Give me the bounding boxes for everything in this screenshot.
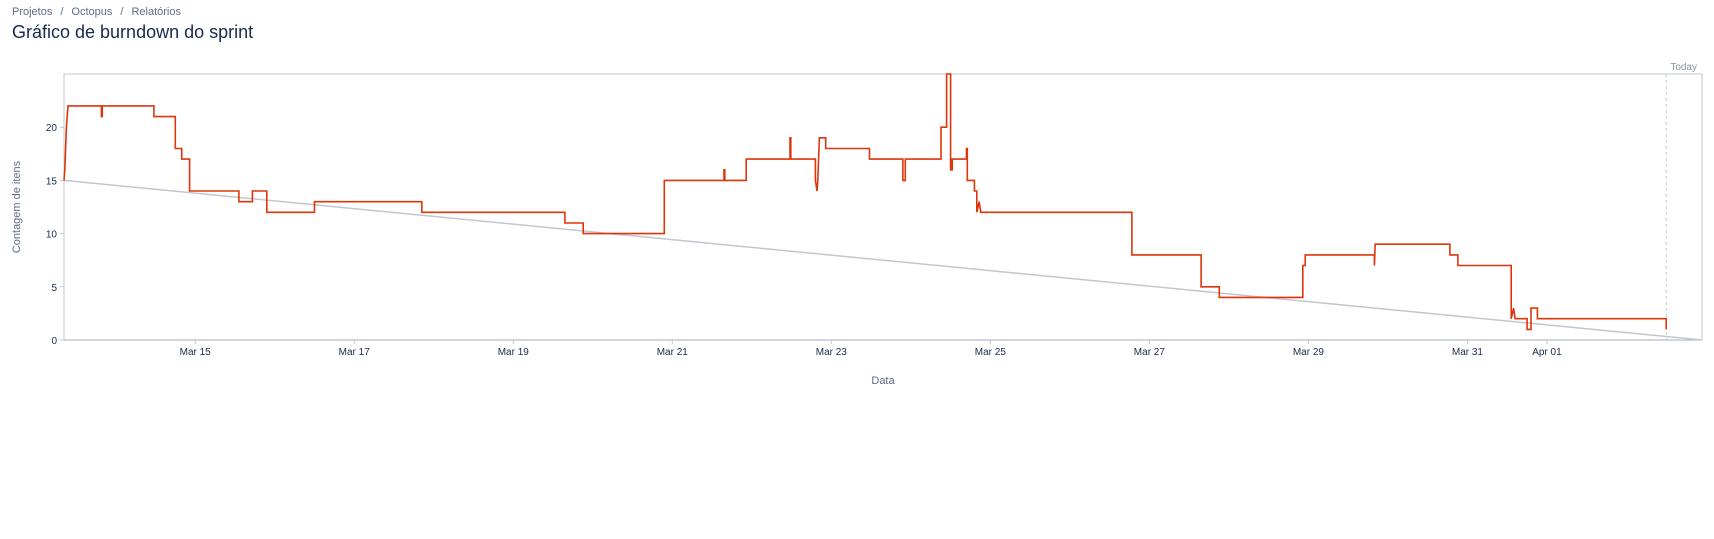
breadcrumb-project-link[interactable]: Octopus [71,6,113,18]
page-title: Gráfico de burndown do sprint [12,22,254,42]
x-tick-label: Mar 19 [498,347,530,358]
today-label: Today [1670,62,1697,73]
breadcrumb-separator: / [120,6,124,18]
y-tick-label: 15 [46,176,58,187]
x-tick-label: Mar 27 [1134,347,1166,358]
y-tick-label: 20 [46,123,58,134]
x-tick-label: Mar 31 [1452,347,1484,358]
plot-area-border [63,73,1703,341]
x-tick-label: Mar 23 [816,347,848,358]
x-tick-label: Mar 17 [339,347,371,358]
y-tick-label: 5 [51,283,57,294]
breadcrumb-separator: / [60,6,64,18]
x-axis-label: Data [871,375,895,387]
x-tick-label: Mar 21 [657,347,689,358]
x-tick-label: Mar 25 [975,347,1007,358]
y-axis-label: Contagem de itens [11,160,23,253]
remaining-items-series [63,73,1667,331]
breadcrumb-projects-link[interactable]: Projetos [12,6,53,18]
x-tick-label: Apr 01 [1532,347,1562,358]
breadcrumb: Projetos / Octopus / Relatórios [12,6,181,18]
x-tick-label: Mar 15 [180,347,212,358]
guideline-series [63,179,1703,341]
y-tick-label: 10 [46,230,58,241]
y-tick-label: 0 [51,336,57,347]
x-tick-label: Mar 29 [1293,347,1325,358]
breadcrumb-reports-link[interactable]: Relatórios [131,6,181,18]
